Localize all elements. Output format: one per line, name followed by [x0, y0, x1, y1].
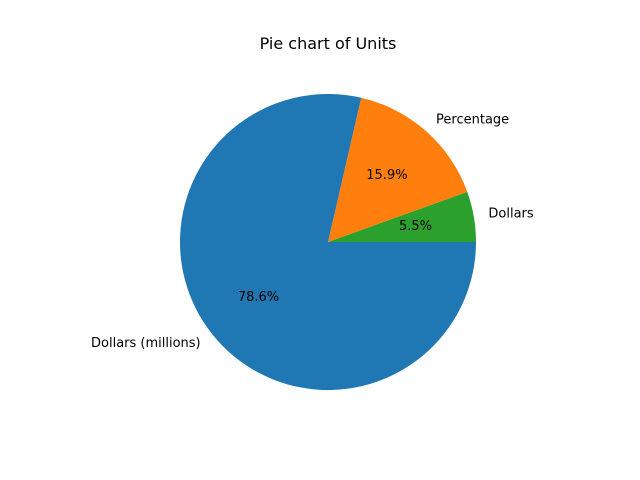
pie-slice-dollars [328, 191, 476, 242]
slice-label-dollars: Dollars [488, 207, 533, 222]
chart-title: Pie chart of Units [260, 34, 397, 53]
pct-label-dollars: 5.5% [399, 219, 432, 234]
pct-label-percentage: 15.9% [366, 168, 407, 183]
pie-slice-dollars-millions [180, 93, 477, 390]
pie-slices [180, 93, 477, 390]
pct-label-dollars-millions: 78.6% [238, 290, 279, 305]
slice-label-dollars-millions: Dollars (millions) [91, 336, 201, 351]
pie-slice-percentage [328, 97, 468, 242]
slice-label-percentage: Percentage [436, 113, 509, 128]
pie-labels: Dollars 5.5% Percentage 15.9% Dollars (milli… [91, 113, 534, 351]
